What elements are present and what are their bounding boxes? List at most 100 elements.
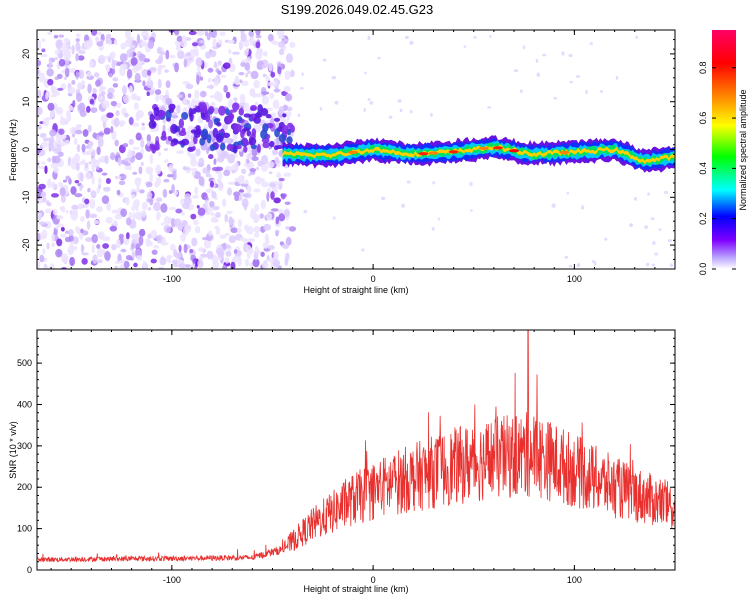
noise-blob (57, 151, 64, 157)
noise-blob (210, 212, 215, 217)
noise-blob (201, 236, 210, 241)
noise-blob (207, 67, 214, 73)
noise-blob (95, 79, 101, 87)
noise-blob (107, 57, 111, 63)
noise-blob (166, 254, 173, 259)
noise-blob (192, 194, 199, 199)
noise-blob (97, 231, 105, 240)
noise-blob (219, 31, 226, 37)
noise-blob (278, 106, 285, 115)
noise-blob (40, 53, 48, 58)
noise-blob (46, 68, 54, 77)
noise-blob (132, 146, 140, 150)
y-tick-label: 0 (27, 565, 32, 575)
noise-blob (251, 156, 259, 162)
noise-blob (111, 59, 116, 70)
noise-blob (136, 109, 144, 119)
noise-blob (211, 216, 218, 223)
noise-blob (487, 106, 492, 109)
snr-ylabel: SNR (10 * v/v) (8, 421, 18, 479)
noise-blob (124, 157, 132, 162)
noise-blob (224, 108, 230, 115)
noise-blob (178, 118, 185, 129)
y-tick-label: 300 (17, 441, 32, 451)
noise-blob (194, 89, 200, 100)
noise-blob (232, 145, 238, 154)
noise-blob (226, 210, 233, 215)
noise-blob (56, 215, 64, 220)
noise-blob (232, 51, 240, 55)
noise-blob (105, 34, 109, 45)
noise-blob (149, 199, 154, 206)
noise-blob (113, 220, 118, 226)
noise-blob (262, 241, 269, 249)
noise-blob (268, 171, 273, 175)
noise-blob (381, 196, 386, 201)
noise-blob (51, 181, 56, 189)
noise-blob (114, 139, 119, 147)
noise-blob (106, 112, 114, 119)
noise-blob (73, 138, 78, 145)
noise-blob (176, 94, 183, 98)
noise-blob (270, 112, 277, 118)
x-tick-label: 0 (371, 274, 376, 284)
noise-blob (157, 78, 162, 89)
noise-blob (249, 168, 257, 173)
noise-blob (197, 259, 204, 269)
noise-blob (48, 58, 53, 68)
noise-blob (469, 182, 473, 186)
noise-blob (126, 48, 134, 58)
noise-blob (108, 73, 113, 78)
noise-blob (146, 91, 150, 97)
noise-blob (213, 158, 217, 165)
noise-blob (74, 129, 83, 135)
noise-blob (92, 149, 96, 157)
noise-blob (194, 186, 199, 195)
noise-blob (77, 82, 83, 90)
noise-blob (225, 250, 232, 257)
noise-blob (37, 59, 42, 67)
noise-blob (274, 78, 279, 87)
noise-blob (159, 51, 166, 56)
noise-blob (252, 213, 261, 222)
noise-blob (217, 39, 223, 45)
noise-blob (189, 153, 197, 160)
noise-blob (173, 248, 178, 258)
noise-blob (90, 30, 98, 36)
noise-blob (285, 53, 293, 63)
noise-blob (37, 89, 42, 99)
noise-blob (174, 62, 179, 73)
noise-blob (157, 151, 162, 157)
noise-blob (290, 69, 295, 78)
noise-blob (117, 157, 122, 167)
noise-blob (228, 63, 236, 73)
noise-blob (45, 116, 53, 121)
noise-blob (47, 31, 52, 36)
noise-blob (654, 252, 658, 256)
y-tick-label: 0 (21, 147, 31, 152)
noise-blob (79, 184, 84, 189)
noise-blob (120, 42, 127, 50)
noise-blob (237, 256, 242, 267)
noise-blob (108, 38, 112, 46)
noise-blob (50, 163, 59, 169)
noise-blob (115, 110, 120, 117)
noise-blob (269, 140, 275, 148)
noise-blob (288, 226, 297, 232)
noise-blob (599, 89, 604, 93)
noise-blob (281, 124, 289, 135)
noise-blob (91, 175, 95, 185)
noise-blob (136, 184, 140, 193)
noise-blob (153, 107, 160, 117)
noise-blob (133, 102, 139, 110)
noise-blob (116, 102, 122, 108)
noise-blob (160, 203, 168, 213)
noise-blob (68, 229, 74, 236)
noise-blob (58, 128, 65, 135)
noise-blob (158, 94, 165, 101)
noise-blob (224, 213, 229, 223)
noise-blob (224, 257, 230, 264)
signal-hotspot (559, 150, 570, 155)
noise-blob (233, 97, 238, 102)
noise-blob (101, 195, 110, 205)
